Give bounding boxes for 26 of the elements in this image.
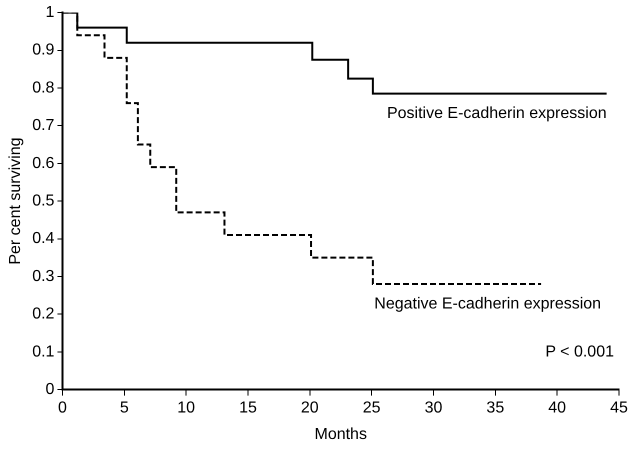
x-tick-label: 10 [177, 400, 196, 417]
x-tick-label: 30 [424, 400, 442, 417]
series-label: Positive E-cadherin expression [386, 105, 607, 122]
x-tick-label: 45 [610, 400, 628, 417]
x-tick-label: 20 [300, 400, 319, 417]
y-tick-label: 0.3 [32, 268, 55, 285]
x-tick-label: 35 [486, 400, 504, 417]
x-tick-label: 25 [362, 400, 381, 417]
y-tick-label: 0.7 [32, 117, 55, 134]
y-tick-label: 0.1 [32, 343, 55, 360]
y-tick-label: 1 [46, 4, 55, 22]
annotation: P < 0.001 [545, 343, 614, 360]
y-tick-label: 0 [46, 381, 55, 398]
y-tick-label: 0.6 [32, 154, 55, 172]
y-tick-label: 0.9 [32, 42, 55, 59]
y-tick-label: 0.2 [32, 306, 55, 323]
x-tick-label: 0 [58, 400, 67, 417]
y-tick-label: 0.5 [32, 192, 55, 210]
series-label: Negative E-cadherin expression [374, 295, 602, 312]
y-tick-label: 0.8 [32, 79, 55, 96]
x-tick-label: 5 [120, 400, 129, 417]
x-tick-label: 40 [548, 400, 566, 417]
x-tick-label: 15 [239, 400, 257, 417]
y-axis-title: Per cent surviving [7, 138, 24, 265]
x-axis-title: Months [314, 426, 367, 443]
y-tick-label: 0.4 [32, 230, 55, 248]
